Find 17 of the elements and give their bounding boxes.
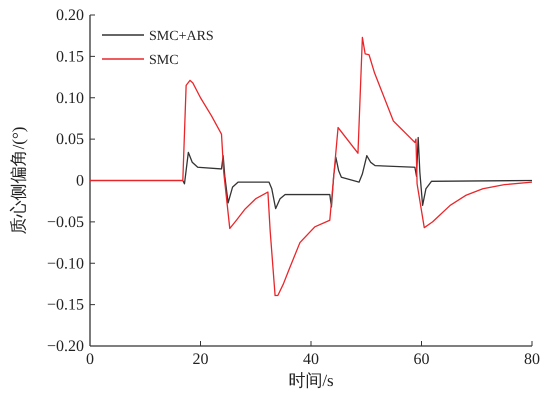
y-tick-label: −0.05 [46, 214, 84, 231]
y-tick-label: −0.15 [46, 296, 84, 314]
x-tick-label: 60 [414, 351, 430, 368]
x-tick-label: 20 [192, 351, 208, 368]
legend-label: SMC [149, 53, 179, 68]
legend-label: SMC+ARS [149, 29, 214, 44]
y-tick-label: 0.20 [56, 7, 84, 24]
x-tick-label: 40 [303, 351, 319, 368]
y-tick-label: 0 [76, 172, 84, 190]
y-tick-label: −0.20 [46, 338, 84, 355]
y-tick-label: 0.05 [56, 131, 84, 148]
y-tick-label: −0.10 [46, 255, 84, 272]
y-tick-label: 0.10 [56, 90, 84, 107]
y-axis-title: 质心侧偏角/(°) [9, 126, 28, 234]
y-tick-label: 0.15 [56, 48, 84, 66]
x-axis-title: 时间/s [288, 371, 334, 390]
x-tick-label: 80 [524, 351, 540, 368]
